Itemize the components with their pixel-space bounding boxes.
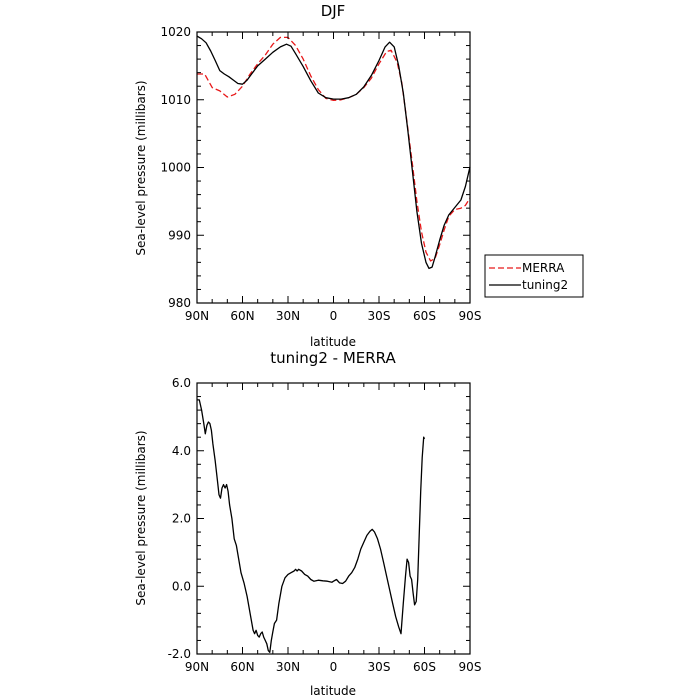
x-ticks-top: 90N 60N 30N 0 30S 60S 90S [185,32,482,323]
chart-title-top: DJF [321,2,346,20]
y-ticks-top: 980 990 1000 1010 1020 [160,25,470,310]
y-tick-label: 990 [168,228,191,242]
y-axis-label-bottom: Sea-level pressure (millibars) [134,430,148,605]
panel-bottom: tuning2 - MERRA -2.0 0.0 2.0 4.0 6.0 90N 60N 3… [134,349,481,698]
y-tick-label: 0.0 [172,579,191,593]
x-tick-label: 60S [413,660,436,674]
x-tick-label: 0 [330,309,338,323]
x-tick-label: 90S [459,309,482,323]
x-axis-label-top: latitude [310,335,356,349]
series-layer-top [196,35,471,270]
x-ticks-bottom: 90N 60N 30N 0 30S 60S 90S [185,383,482,674]
series-line-difference-bottom [197,399,426,653]
x-tick-label: 60S [413,309,436,323]
plot-frame-bottom [196,382,471,655]
x-tick-label: 30N [276,660,300,674]
y-axis-label-top: Sea-level pressure (millibars) [134,80,148,255]
x-tick-label: 90N [185,309,209,323]
y-tick-label: 1020 [160,25,191,39]
series-line-tuning2-top [196,35,471,270]
x-tick-label: 60N [230,309,254,323]
x-tick-label: 0 [330,660,338,674]
legend-box [484,254,584,298]
x-axis-label-bottom: latitude [310,684,356,698]
y-tick-label: 6.0 [172,376,191,390]
x-tick-label: 30N [276,309,300,323]
y-tick-label: 1000 [160,161,191,175]
legend-label-tuning2: tuning2 [522,278,568,292]
x-tick-label: 60N [230,660,254,674]
legend: MERRA tuning2 [484,254,584,298]
y-ticks-bottom: -2.0 0.0 2.0 4.0 6.0 [168,376,470,661]
y-tick-label: 1010 [160,93,191,107]
legend-label-merra: MERRA [522,261,565,275]
series-layer-bottom [197,399,426,653]
y-tick-label: 980 [168,296,191,310]
plot-frame-top [196,31,471,304]
y-tick-label: -2.0 [168,647,191,661]
y-tick-label: 4.0 [172,444,191,458]
chart-title-bottom: tuning2 - MERRA [270,349,396,367]
x-tick-label: 30S [368,309,391,323]
x-tick-label: 90N [185,660,209,674]
x-tick-label: 30S [368,660,391,674]
x-tick-label: 90S [459,660,482,674]
y-tick-label: 2.0 [172,512,191,526]
series-line-merra-top [197,36,471,262]
